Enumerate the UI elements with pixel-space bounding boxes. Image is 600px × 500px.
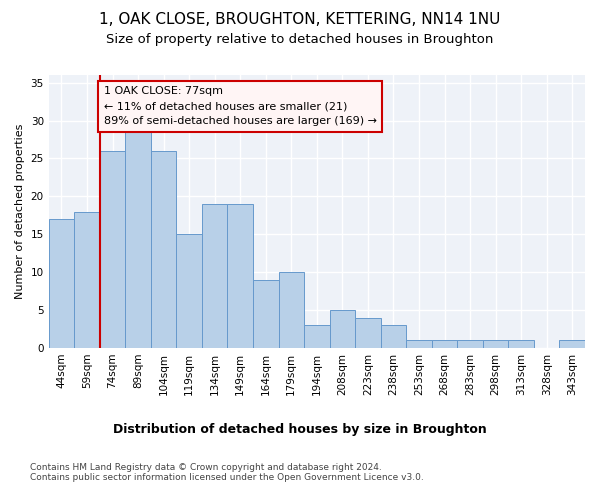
Bar — [278, 272, 304, 348]
Bar — [380, 326, 406, 348]
Text: 1, OAK CLOSE, BROUGHTON, KETTERING, NN14 1NU: 1, OAK CLOSE, BROUGHTON, KETTERING, NN14… — [100, 12, 500, 28]
Bar — [483, 340, 508, 348]
Bar — [406, 340, 432, 348]
Bar — [151, 151, 176, 348]
Bar — [202, 204, 227, 348]
Bar — [253, 280, 278, 348]
Bar — [227, 204, 253, 348]
Bar — [457, 340, 483, 348]
Bar — [355, 318, 380, 348]
Bar — [49, 219, 74, 348]
Text: Distribution of detached houses by size in Broughton: Distribution of detached houses by size … — [113, 422, 487, 436]
Bar — [176, 234, 202, 348]
Text: 1 OAK CLOSE: 77sqm
← 11% of detached houses are smaller (21)
89% of semi-detache: 1 OAK CLOSE: 77sqm ← 11% of detached hou… — [104, 86, 377, 126]
Bar — [100, 151, 125, 348]
Bar — [559, 340, 585, 348]
Bar — [329, 310, 355, 348]
Y-axis label: Number of detached properties: Number of detached properties — [15, 124, 25, 299]
Text: Size of property relative to detached houses in Broughton: Size of property relative to detached ho… — [106, 32, 494, 46]
Bar — [432, 340, 457, 348]
Text: Contains HM Land Registry data © Crown copyright and database right 2024.
Contai: Contains HM Land Registry data © Crown c… — [30, 462, 424, 482]
Bar — [304, 326, 329, 348]
Bar — [125, 128, 151, 348]
Bar — [508, 340, 534, 348]
Bar — [74, 212, 100, 348]
